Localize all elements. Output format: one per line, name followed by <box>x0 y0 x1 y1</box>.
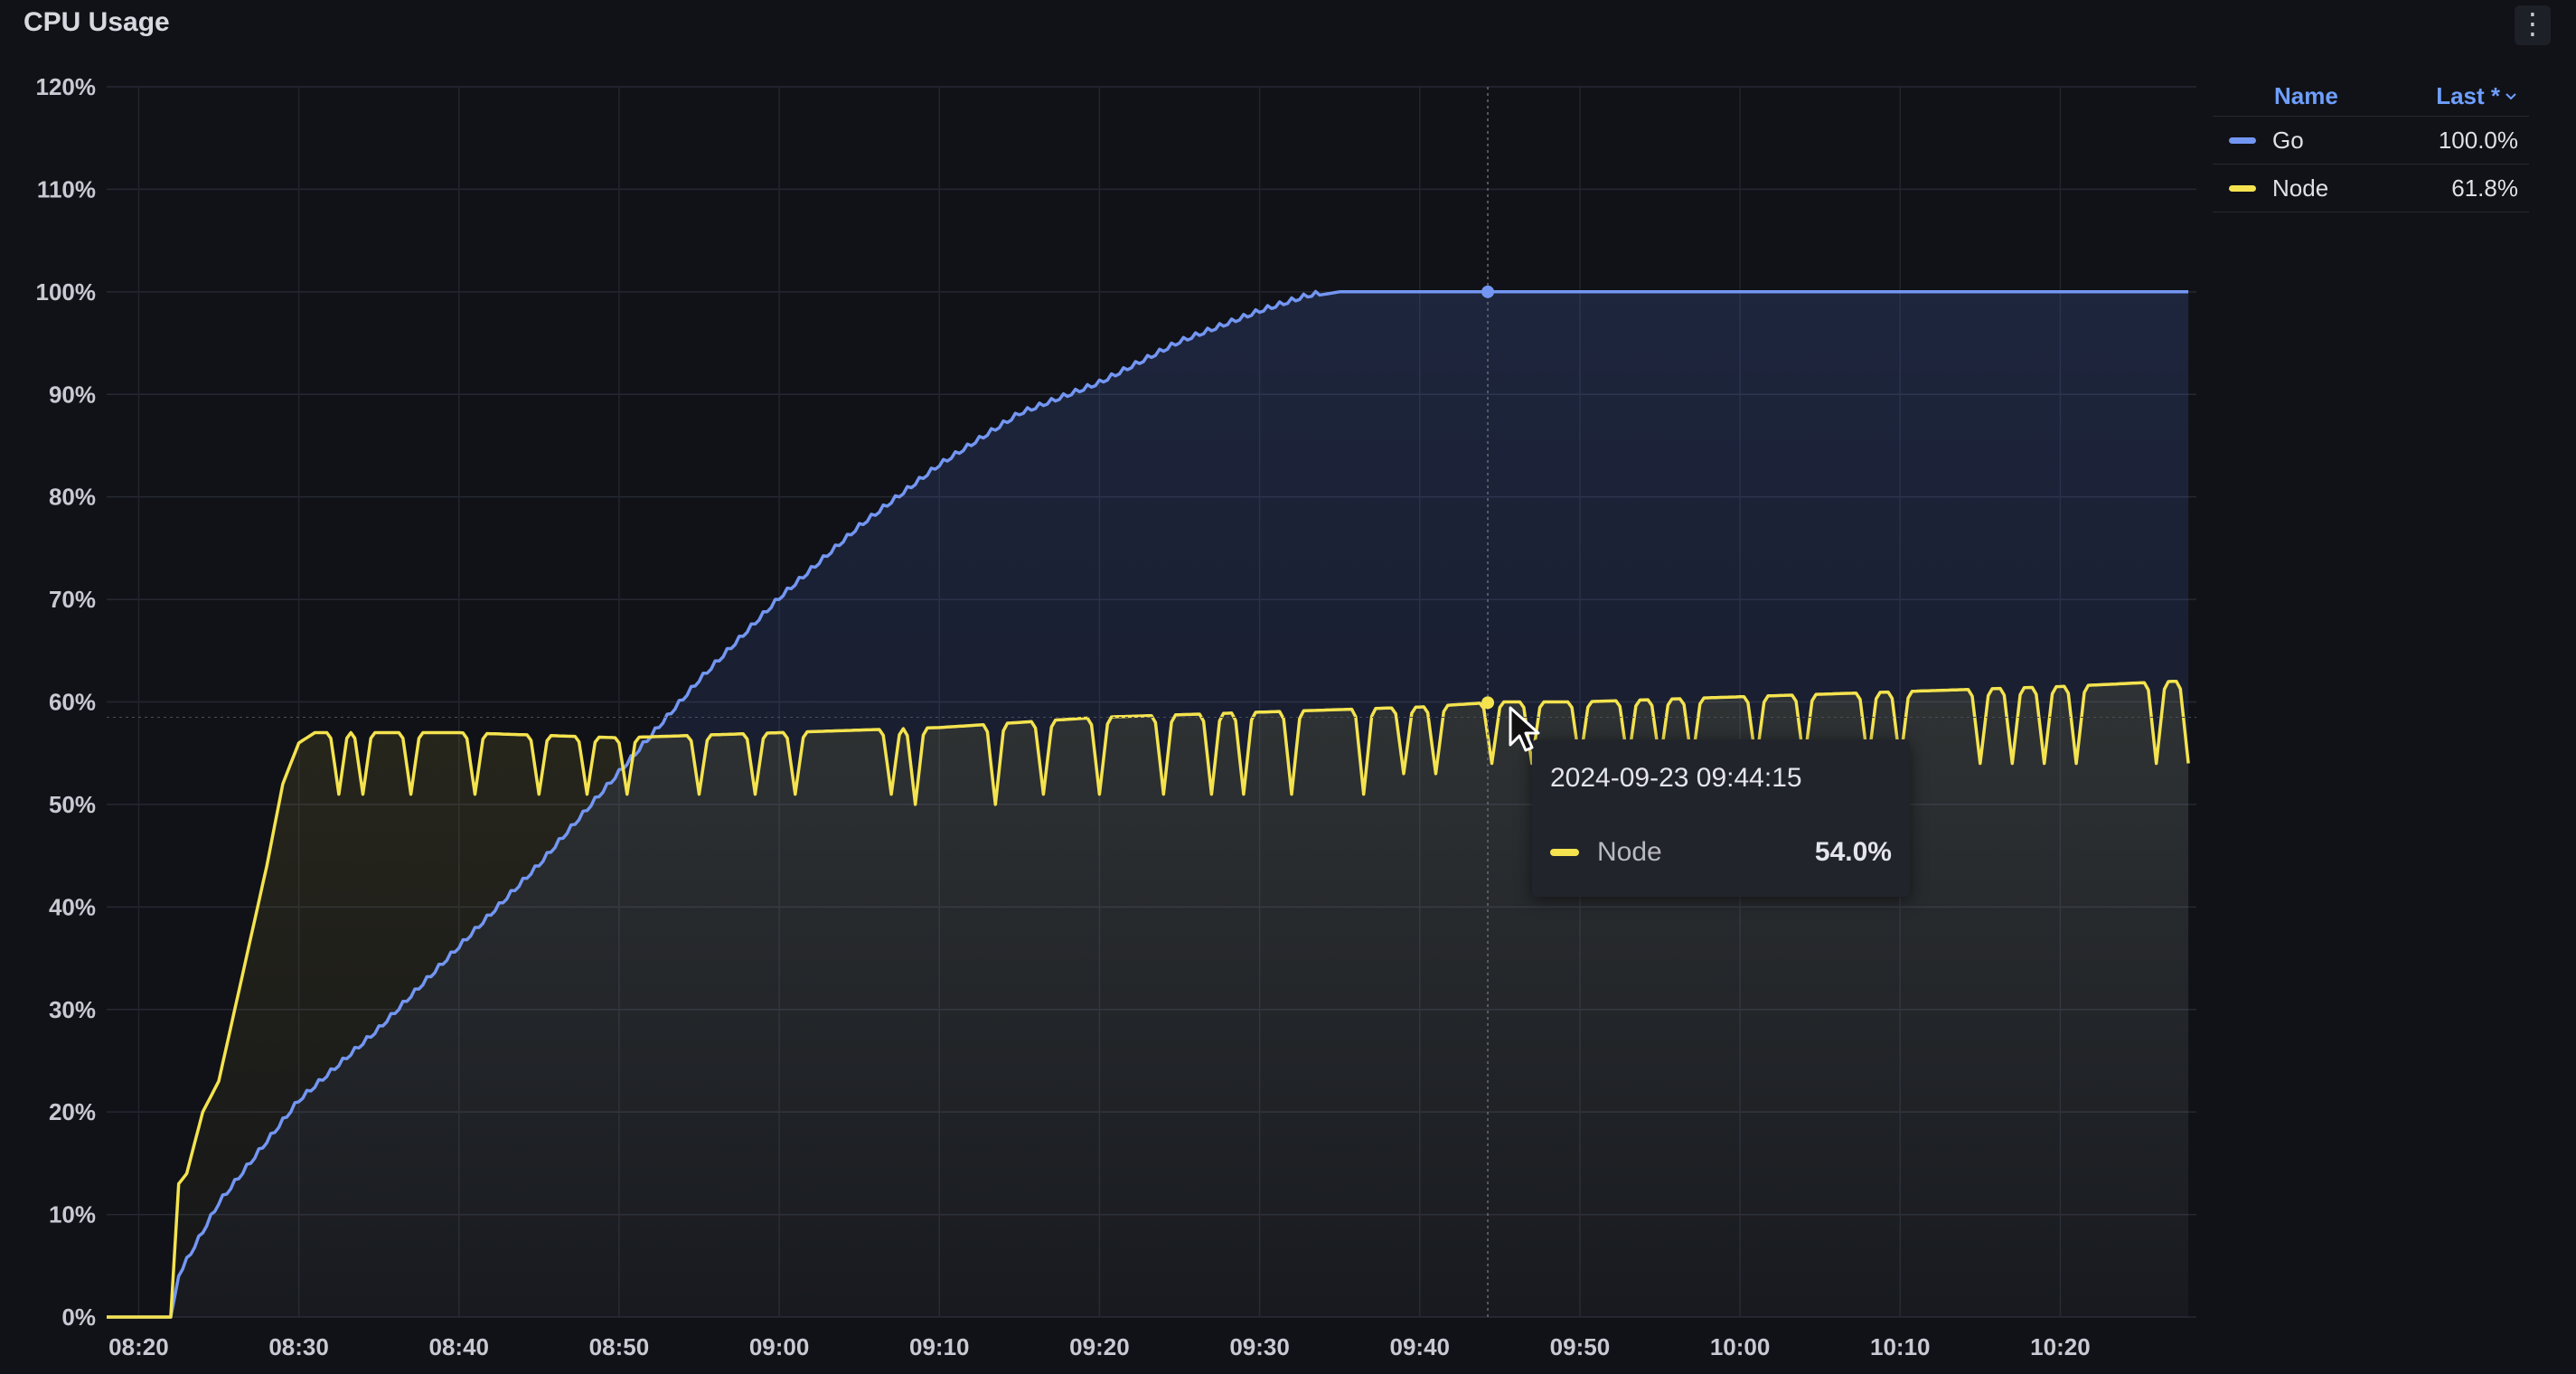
y-tick-label: 30% <box>49 996 96 1023</box>
x-tick-label: 08:30 <box>268 1333 329 1360</box>
x-tick-label: 10:10 <box>1870 1333 1931 1360</box>
y-tick-label: 70% <box>49 586 96 613</box>
x-tick-label: 09:30 <box>1229 1333 1290 1360</box>
y-tick-label: 10% <box>49 1201 96 1228</box>
panel-title: CPU Usage <box>24 7 170 37</box>
x-tick-label: 10:00 <box>1710 1333 1771 1360</box>
chevron-down-icon <box>2505 93 2516 100</box>
legend-item-go[interactable]: Go 100.0% <box>2213 117 2529 165</box>
x-tick-label: 09:50 <box>1550 1333 1611 1360</box>
hover-tooltip: 2024-09-23 09:44:15 Node 54.0% <box>1532 739 1910 897</box>
hover-point-node <box>1481 696 1495 710</box>
y-tick-label: 50% <box>49 791 96 818</box>
y-tick-label: 100% <box>36 278 97 306</box>
x-tick-label: 08:20 <box>108 1333 169 1360</box>
y-tick-label: 110% <box>37 175 96 202</box>
series-line-go <box>107 289 2189 1319</box>
legend-name-header[interactable]: Name <box>2274 81 2338 109</box>
tooltip-series-row: Node 54.0% <box>1550 837 1892 868</box>
y-tick-label: 20% <box>49 1098 96 1125</box>
mouse-pointer-icon <box>1509 706 1540 752</box>
x-tick-label: 08:50 <box>589 1333 650 1360</box>
legend-item-label: Go <box>2272 126 2304 154</box>
tooltip-series-name: Node <box>1597 837 1662 867</box>
y-tick-label: 80% <box>49 484 96 511</box>
tooltip-series-value: 54.0% <box>1814 837 1892 867</box>
legend-header: Name Last * <box>2213 76 2529 117</box>
y-tick-label: 40% <box>49 893 96 920</box>
y-tick-label: 60% <box>49 689 96 716</box>
legend-value-header[interactable]: Last * <box>2436 82 2518 110</box>
legend-swatch-node <box>2229 184 2256 192</box>
series-line-node <box>107 680 2190 1319</box>
legend-value-header-label: Last * <box>2436 81 2500 109</box>
x-tick-label: 09:00 <box>749 1333 810 1360</box>
legend-item-value: 61.8% <box>2451 174 2518 202</box>
legend-item-label: Node <box>2272 174 2329 202</box>
y-tick-label: 0% <box>61 1303 96 1331</box>
y-tick-label: 120% <box>36 73 97 100</box>
x-tick-label: 08:40 <box>429 1333 490 1360</box>
hover-point-go <box>1481 285 1495 298</box>
tooltip-swatch <box>1550 849 1579 856</box>
kebab-menu-icon[interactable]: ⋮ <box>2515 5 2551 45</box>
y-tick-label: 90% <box>49 381 96 408</box>
legend-item-node[interactable]: Node 61.8% <box>2213 165 2529 212</box>
legend-table: Name Last * Go 100.0% Node 61.8% <box>2213 76 2529 212</box>
legend-item-value: 100.0% <box>2438 126 2518 154</box>
x-tick-label: 09:40 <box>1390 1333 1451 1360</box>
tooltip-time: 2024-09-23 09:44:15 <box>1550 763 1802 793</box>
x-tick-label: 10:20 <box>2030 1333 2091 1360</box>
x-tick-label: 09:20 <box>1069 1333 1130 1360</box>
legend-swatch-go <box>2229 136 2256 144</box>
x-tick-label: 09:10 <box>909 1333 970 1360</box>
